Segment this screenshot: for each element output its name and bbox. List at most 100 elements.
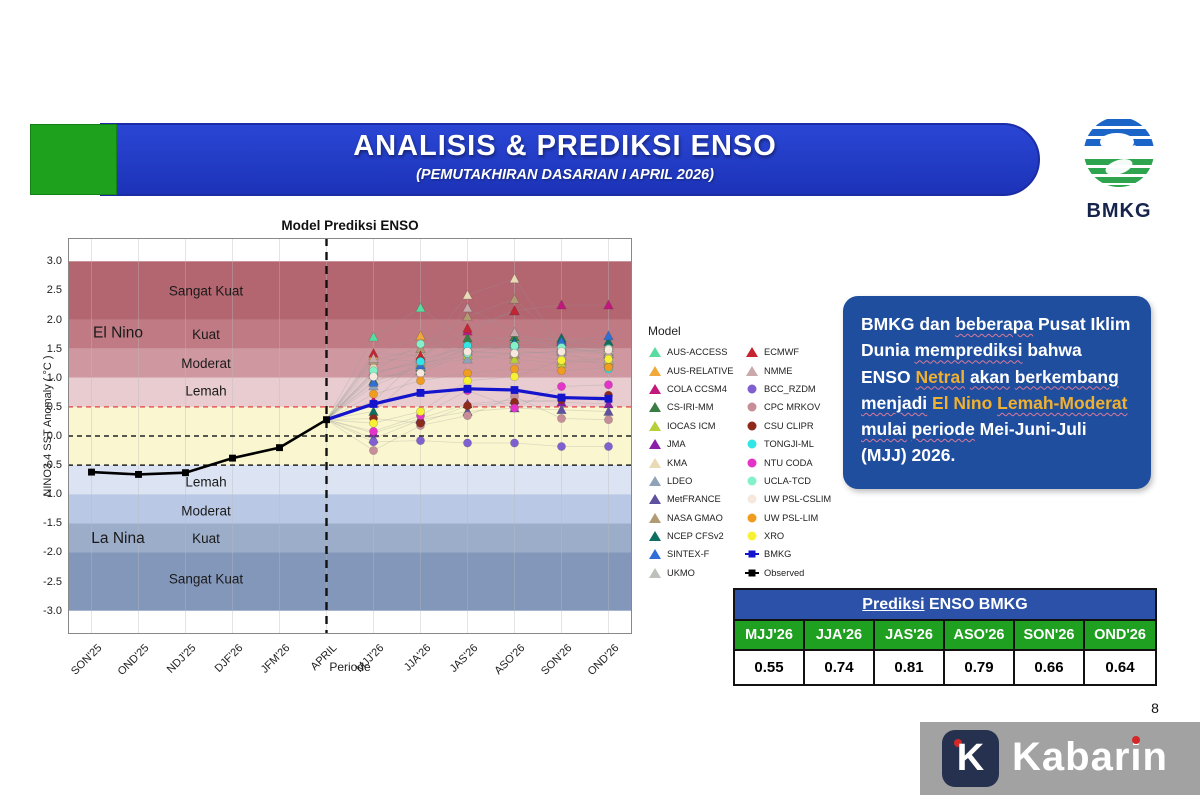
point-UW PSL-CSLIM [463, 347, 472, 356]
point-AUS-ACCESS [368, 331, 379, 342]
legend-item-label: MetFRANCE [667, 494, 721, 505]
point-NASA GMAO [462, 310, 473, 321]
point-CPC MRKOV [463, 411, 472, 421]
point-UW PSL-LIM [510, 364, 519, 374]
legend-item: NCEP CFSv2 [648, 527, 743, 545]
enso-model-plot: Sangat Kuat Kuat Moderat Lemah Lemah Moderat K… [68, 238, 632, 634]
kabarin-brand-text: Kabarin [1012, 735, 1168, 780]
y-tick-label: 2.0 [46, 313, 62, 326]
legend-item: UW PSL-LIM [745, 509, 840, 527]
legend-item: NMME [745, 361, 840, 379]
observed-line [91, 418, 328, 476]
kabarin-k-letter: K [956, 737, 985, 779]
point-NTU CODA [604, 380, 613, 390]
point-AUS-ACCESS [415, 302, 426, 313]
legend-item-label: UW PSL-CSLIM [764, 494, 832, 505]
csu-clipr-marker-icon [747, 421, 757, 431]
y-tick-label: 3.0 [46, 255, 62, 268]
legend-item: LDEO [648, 472, 743, 490]
table-value-cell: 0.64 [1085, 651, 1155, 684]
point-UW PSL-CSLIM [369, 372, 378, 381]
legend-item: ECMWF [745, 343, 840, 361]
point-NMME [368, 352, 379, 363]
band-sangat-kuat [68, 552, 632, 611]
ucla-tcd-marker-icon [747, 476, 757, 486]
table-column-header: ASO'26 [945, 621, 1015, 651]
point-BCC_RZDM [416, 436, 425, 446]
xro-marker-icon [747, 531, 757, 541]
point-BMKG [557, 393, 566, 402]
point-ECMWF [509, 305, 520, 316]
table-value-cell: 0.66 [1015, 651, 1085, 684]
kabarin-watermark: K Kabarin [920, 722, 1200, 795]
x-tick-label: OND'26 [585, 642, 621, 678]
legend-item: TONGJI-ML [745, 435, 840, 453]
table-title-underlined: Prediksi [862, 596, 925, 613]
point-NASA GMAO [509, 293, 520, 304]
point-BCC_RZDM [557, 442, 566, 451]
legend-item-label: BMKG [764, 549, 792, 560]
y-tick-label: 0.5 [46, 400, 62, 413]
legend-item-label: CPC MRKOV [764, 402, 821, 413]
point-XRO [369, 418, 378, 428]
point-Observed [229, 454, 236, 462]
point-UW PSL-LIM [416, 376, 425, 386]
summary-text-segment: mulai [861, 419, 907, 439]
point-UW PSL-LIM [604, 362, 613, 372]
table-value-cell: 0.55 [735, 651, 805, 684]
legend-item: JMA [648, 435, 743, 453]
x-tick-label: SON'25 [68, 642, 104, 678]
summary-text-segment: Pusat Iklim Dunia [861, 314, 1131, 361]
point-UW PSL-CSLIM [510, 348, 519, 358]
legend-item-label: IOCAS ICM [667, 420, 716, 431]
zone-label-kuat: Kuat [192, 327, 220, 342]
y-tick-label: 1.5 [46, 342, 62, 355]
point-UCLA-TCD [416, 339, 425, 349]
band-moderat [68, 494, 632, 524]
y-tick-label: 2.5 [46, 284, 62, 297]
bmkg-marker-icon [745, 550, 759, 558]
point-BMKG [463, 384, 472, 393]
legend-item-label: LDEO [667, 475, 693, 486]
legend-item-label: JMA [667, 439, 686, 450]
legend-item: CSU CLIPR [745, 417, 840, 435]
bmkg-globe-icon [1084, 117, 1154, 187]
legend-item: KMA [648, 453, 743, 471]
point-NTU CODA [510, 403, 519, 413]
point-XRO [463, 376, 472, 386]
point-NTU CODA [369, 426, 378, 436]
ntu-coda-marker-icon [747, 458, 757, 468]
ncep-cfsv2-marker-icon [649, 531, 661, 542]
legend-item-label: ECMWF [764, 347, 800, 358]
legend-item-label: NCEP CFSv2 [667, 531, 724, 542]
band-lemah [68, 465, 632, 495]
page-subtitle: (PEMUTAKHIRAN DASARIAN I APRIL 2026) [416, 167, 714, 183]
legend-item: MetFRANCE [648, 490, 743, 508]
legend-item-label: BCC_RZDM [764, 383, 816, 394]
legend-item: AUS-RELATIVE [648, 361, 743, 379]
bmkg-logo: BMKG [1072, 115, 1166, 223]
table-column-header: MJJ'26 [735, 621, 805, 651]
zone-label-moderat: Moderat [181, 356, 231, 371]
summary-text-segment: memprediksi [914, 340, 1023, 361]
legend-item-label: CS-IRI-MM [667, 402, 714, 413]
legend-item: AUS-ACCESS [648, 343, 743, 361]
summary-text-segment: akan [969, 366, 1010, 387]
point-XRO [416, 407, 425, 416]
band-sangat-kuat [68, 261, 632, 320]
legend-title: Model [648, 324, 681, 338]
table-column-header: OND'26 [1085, 621, 1155, 651]
kabarin-logo-icon: K [942, 730, 999, 787]
y-tick-label: -1.5 [43, 517, 62, 530]
nasa-gmao-marker-icon [649, 512, 661, 523]
band-moderat [68, 348, 632, 378]
zone-label-sangat-kuat: Sangat Kuat [169, 283, 244, 298]
table-value-cell: 0.74 [805, 651, 875, 684]
point-MetFRANCE [556, 404, 567, 415]
bmkg-logo-label: BMKG [1086, 200, 1152, 222]
legend-item: UKMO [648, 564, 743, 582]
legend-item-label: SINTEX-F [667, 549, 710, 560]
point-NTU CODA [557, 382, 566, 391]
point-NMME [509, 326, 520, 337]
